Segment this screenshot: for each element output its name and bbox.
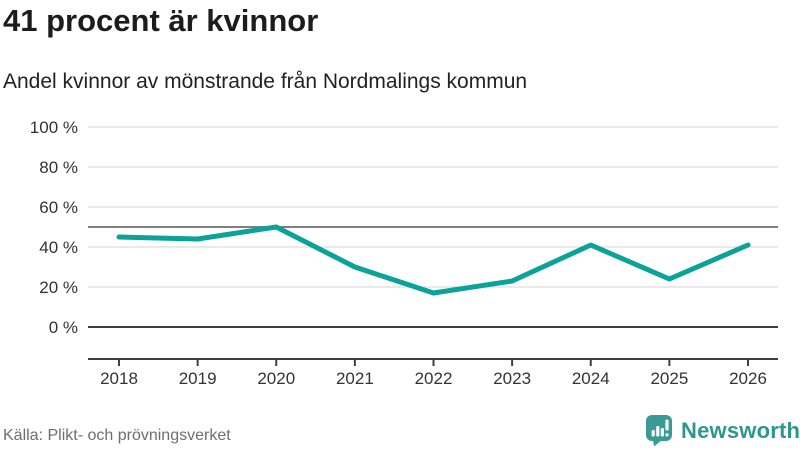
y-tick-label: 80 % (39, 158, 78, 177)
brand-logo: Newsworthy (644, 414, 800, 447)
chart-subtitle: Andel kvinnor av mönstrande från Nordmal… (3, 70, 528, 93)
source-note: Källa: Plikt- och prövningsverket (3, 427, 231, 444)
y-tick-label: 20 % (39, 278, 78, 297)
x-tick-label: 2026 (729, 369, 767, 388)
y-tick-label: 40 % (39, 238, 78, 257)
line-chart: 0 % 20 % 40 % 60 % 80 % 100 % 2018 2019 2020 2021… (30, 118, 778, 388)
brand-name: Newsworthy (681, 417, 800, 443)
chart-area: 0 % 20 % 40 % 60 % 80 % 100 % 2018 2019 2020 2021… (0, 110, 800, 415)
y-tick-label: 60 % (39, 198, 78, 217)
x-tick-label: 2021 (336, 369, 374, 388)
x-tick-label: 2020 (257, 369, 295, 388)
x-tick-label: 2023 (493, 369, 531, 388)
x-tick-label: 2024 (572, 369, 610, 388)
data-line (116, 224, 751, 296)
x-tick-label: 2025 (650, 369, 688, 388)
x-tick-label: 2022 (415, 369, 453, 388)
x-tick-label: 2018 (100, 369, 138, 388)
x-tick-label: 2019 (179, 369, 217, 388)
y-tick-label: 0 % (49, 318, 78, 337)
y-tick-label: 100 % (30, 118, 78, 137)
newsworthy-icon (646, 415, 672, 447)
page-title: 41 procent är kvinnor (3, 3, 319, 38)
